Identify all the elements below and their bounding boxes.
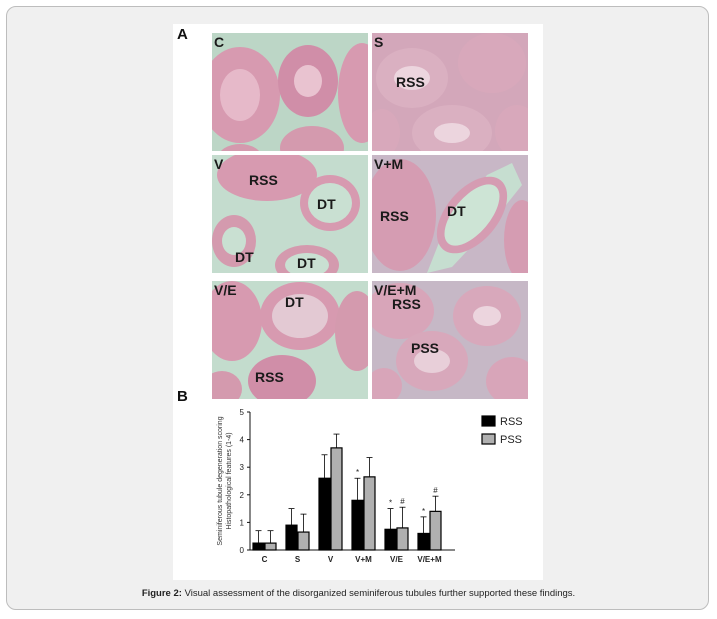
label-rss-v: RSS (249, 172, 278, 188)
bar-rss (318, 477, 331, 551)
y-tick-label: 0 (240, 546, 245, 555)
panel-label-v: V (214, 156, 224, 172)
micrograph-ve: V/E DT RSS (212, 281, 368, 399)
y-tick-label: 1 (240, 518, 245, 527)
x-tick-label: C (262, 555, 268, 564)
y-tick-label: 4 (240, 436, 245, 445)
bar-pss (429, 510, 442, 551)
caption-text: Visual assessment of the disorganized se… (181, 588, 576, 599)
bar-rss (252, 542, 265, 551)
bar-rss (351, 499, 364, 551)
micrograph-c: C (212, 33, 368, 151)
panel-label-vm: V+M (374, 156, 404, 172)
panel-label-s: S (374, 34, 384, 50)
label-dt-vm: DT (447, 203, 466, 219)
label-dt-v-2: DT (235, 249, 254, 265)
y-axis-label-line1: Seminiferous tubule degeneration scoring (217, 416, 224, 545)
legend-label-rss: RSS (500, 416, 523, 428)
significance-mark: * (356, 468, 359, 477)
bar-pss (396, 527, 409, 551)
x-tick-label: V (328, 555, 334, 564)
panel-label-ve: V/E (214, 282, 237, 298)
y-tick-label: 5 (240, 408, 245, 417)
figure-caption: Figure 2: Visual assessment of the disor… (0, 588, 717, 599)
bar-rss (384, 528, 397, 551)
panel-label-vem: V/E+M (374, 282, 417, 298)
label-dt-v-3: DT (297, 255, 316, 271)
panel-a-letter: A (177, 26, 188, 43)
bar-pss (363, 476, 376, 551)
label-dt-ve: DT (285, 294, 304, 310)
label-rss-ve: RSS (255, 369, 284, 385)
bar-rss (417, 532, 430, 551)
bar-pss (297, 531, 310, 551)
significance-mark: # (400, 497, 405, 506)
bar-rss (285, 524, 298, 551)
y-tick-label: 3 (240, 463, 245, 472)
legend-label-pss: PSS (500, 434, 522, 446)
significance-mark: # (433, 486, 438, 495)
label-pss-vem: PSS (411, 340, 440, 356)
figure-canvas: A B C S RSS (173, 24, 543, 580)
bar-pss (264, 542, 277, 551)
x-tick-label: V+M (355, 555, 372, 564)
panel-label-c: C (214, 34, 225, 50)
micrograph-vem: V/E+M RSS PSS (372, 281, 528, 399)
label-rss-s: RSS (396, 74, 425, 90)
micrograph-s: S RSS (372, 33, 528, 151)
legend-swatch-pss (481, 433, 496, 445)
label-rss-vem: RSS (392, 296, 421, 312)
significance-mark: * (422, 507, 425, 516)
label-rss-vm: RSS (380, 208, 409, 224)
y-tick-label: 2 (240, 491, 245, 500)
significance-mark: * (389, 499, 392, 508)
micrograph-vm: V+M RSS DT (372, 155, 528, 273)
y-axis-label-line2: Histopathological features (1-4) (226, 432, 233, 529)
label-dt-v-1: DT (317, 196, 336, 212)
x-tick-label: V/E (390, 555, 404, 564)
bar-chart: 0 1 2 3 4 5 Seminiferous tubule degeneration s… (217, 408, 523, 564)
panel-b-letter: B (177, 388, 188, 405)
x-tick-label: S (295, 555, 301, 564)
legend-swatch-rss (481, 415, 496, 427)
micrograph-v: V RSS DT DT DT (212, 155, 368, 273)
x-tick-label: V/E+M (417, 555, 442, 564)
caption-label: Figure 2: (141, 588, 182, 599)
bar-pss (330, 447, 343, 551)
